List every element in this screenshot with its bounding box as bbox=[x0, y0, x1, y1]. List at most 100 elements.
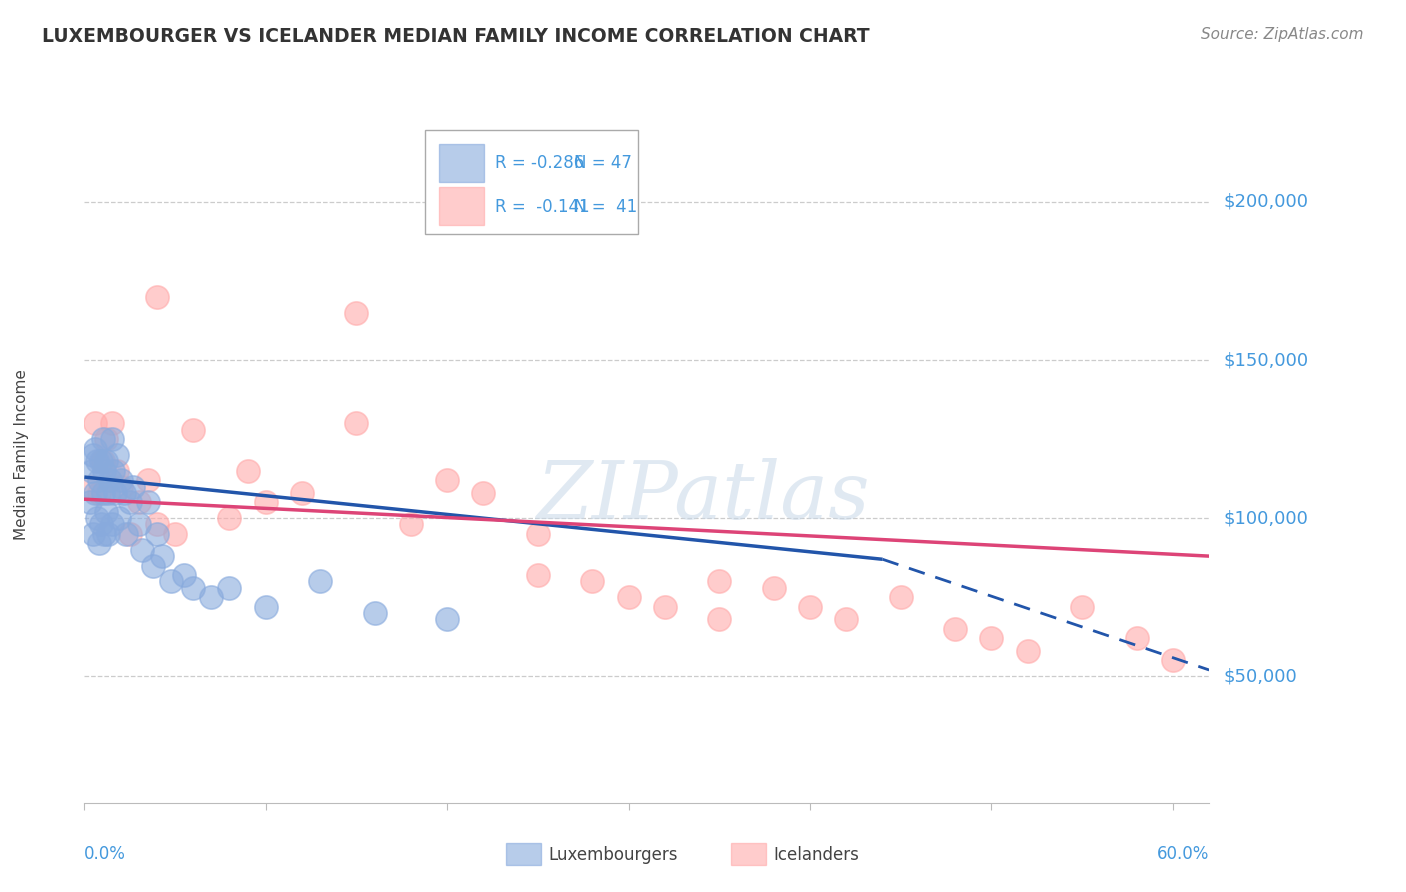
Point bbox=[943, 622, 966, 636]
Point bbox=[136, 473, 159, 487]
Point bbox=[980, 632, 1002, 646]
Point bbox=[200, 591, 222, 605]
Point bbox=[90, 517, 112, 532]
Text: Source: ZipAtlas.com: Source: ZipAtlas.com bbox=[1201, 27, 1364, 42]
Point bbox=[94, 454, 117, 468]
Point bbox=[110, 479, 132, 493]
Point bbox=[254, 495, 277, 509]
Point bbox=[1071, 599, 1094, 614]
Point bbox=[100, 432, 122, 446]
Point bbox=[93, 464, 115, 478]
Text: 0.0%: 0.0% bbox=[84, 845, 127, 863]
Point bbox=[346, 417, 368, 431]
Text: Icelanders: Icelanders bbox=[773, 846, 859, 863]
Text: $200,000: $200,000 bbox=[1223, 193, 1308, 211]
FancyBboxPatch shape bbox=[425, 130, 638, 234]
Point bbox=[709, 612, 731, 626]
Point bbox=[165, 527, 187, 541]
Point bbox=[91, 486, 114, 500]
Point bbox=[236, 464, 259, 478]
Point bbox=[82, 527, 104, 541]
Point bbox=[112, 486, 135, 500]
Text: N = 47: N = 47 bbox=[574, 153, 631, 171]
Point bbox=[254, 599, 277, 614]
Point bbox=[762, 581, 785, 595]
Point bbox=[128, 517, 150, 532]
Point bbox=[84, 442, 107, 456]
Point bbox=[1125, 632, 1147, 646]
Point bbox=[94, 505, 117, 519]
Point bbox=[90, 454, 112, 468]
Point bbox=[527, 527, 550, 541]
Point bbox=[94, 432, 117, 446]
Text: Median Family Income: Median Family Income bbox=[14, 369, 28, 541]
Point bbox=[108, 511, 131, 525]
Point bbox=[399, 517, 422, 532]
Point bbox=[118, 527, 141, 541]
Text: R = -0.286: R = -0.286 bbox=[495, 153, 583, 171]
Point bbox=[84, 417, 107, 431]
Point bbox=[436, 612, 458, 626]
Point bbox=[91, 432, 114, 446]
Point bbox=[890, 591, 912, 605]
Point bbox=[709, 574, 731, 589]
Point bbox=[131, 542, 153, 557]
Point bbox=[86, 511, 108, 525]
Point bbox=[122, 479, 145, 493]
Point bbox=[835, 612, 858, 626]
Point bbox=[98, 473, 121, 487]
Point bbox=[91, 454, 114, 468]
Point bbox=[80, 464, 103, 478]
Point bbox=[93, 527, 115, 541]
Point bbox=[218, 581, 240, 595]
FancyBboxPatch shape bbox=[439, 187, 484, 226]
Text: Luxembourgers: Luxembourgers bbox=[548, 846, 678, 863]
Point bbox=[581, 574, 603, 589]
Point bbox=[100, 517, 122, 532]
Text: $50,000: $50,000 bbox=[1223, 667, 1296, 685]
Point bbox=[115, 527, 138, 541]
Point bbox=[146, 517, 169, 532]
Text: $150,000: $150,000 bbox=[1223, 351, 1309, 369]
Point bbox=[103, 464, 125, 478]
Point bbox=[142, 558, 165, 573]
Point bbox=[146, 527, 169, 541]
Point bbox=[617, 591, 640, 605]
Point bbox=[363, 606, 385, 620]
Point bbox=[128, 495, 150, 509]
Point bbox=[104, 486, 127, 500]
Point bbox=[150, 549, 173, 563]
Point bbox=[181, 423, 204, 437]
Text: R =  -0.141: R = -0.141 bbox=[495, 197, 589, 216]
Point bbox=[1017, 644, 1039, 658]
Point bbox=[436, 473, 458, 487]
Point bbox=[218, 511, 240, 525]
Point bbox=[173, 568, 195, 582]
Point bbox=[87, 473, 110, 487]
Text: 60.0%: 60.0% bbox=[1157, 845, 1209, 863]
Point bbox=[346, 305, 368, 319]
Point bbox=[79, 495, 101, 509]
Point bbox=[82, 448, 104, 462]
Text: $100,000: $100,000 bbox=[1223, 509, 1308, 527]
Point bbox=[105, 464, 128, 478]
Point bbox=[87, 536, 110, 550]
FancyBboxPatch shape bbox=[439, 144, 484, 182]
Point bbox=[86, 454, 108, 468]
Point bbox=[1161, 653, 1184, 667]
Point bbox=[291, 486, 314, 500]
Text: N =  41: N = 41 bbox=[574, 197, 637, 216]
Point bbox=[100, 417, 122, 431]
Point bbox=[472, 486, 495, 500]
Point bbox=[799, 599, 821, 614]
Point bbox=[84, 486, 107, 500]
Point bbox=[97, 486, 120, 500]
Point bbox=[110, 473, 132, 487]
Point bbox=[136, 495, 159, 509]
Point bbox=[146, 290, 169, 304]
Point bbox=[181, 581, 204, 595]
Point bbox=[80, 479, 103, 493]
Text: ZIPatlas: ZIPatlas bbox=[536, 458, 870, 535]
Point bbox=[97, 527, 120, 541]
Point bbox=[118, 495, 141, 509]
